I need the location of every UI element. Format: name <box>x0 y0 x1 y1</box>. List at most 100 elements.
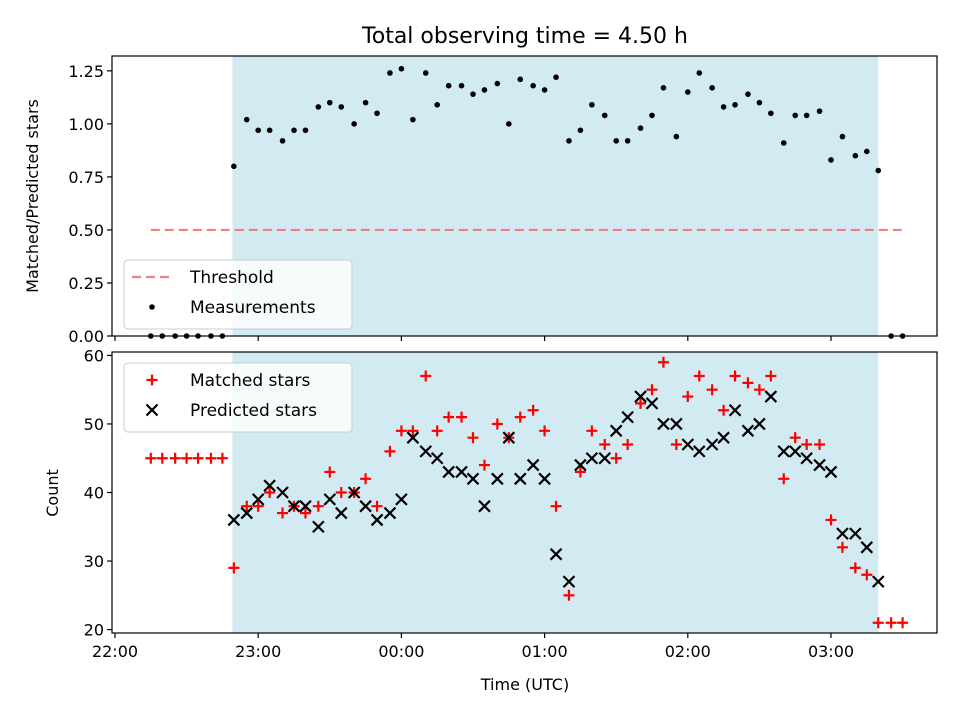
legend-label: Measurements <box>190 298 316 318</box>
data-point <box>792 112 798 119</box>
data-point <box>849 562 861 574</box>
data-point <box>609 424 623 438</box>
data-point <box>860 541 874 554</box>
data-point <box>231 163 237 170</box>
data-point <box>765 370 777 382</box>
data-point <box>266 127 273 134</box>
data-point <box>574 466 586 478</box>
data-point <box>649 112 655 119</box>
data-point <box>706 384 718 396</box>
data-point <box>566 138 572 144</box>
data-point <box>527 404 539 416</box>
data-point <box>768 110 774 117</box>
data-point <box>227 513 241 527</box>
data-point <box>470 91 476 97</box>
data-point <box>431 425 443 437</box>
data-point <box>478 459 490 471</box>
data-point <box>585 451 599 465</box>
chart-title: Total observing time = 4.50 h <box>361 24 688 49</box>
data-point <box>420 370 432 382</box>
x-tick-label: 23:00 <box>235 642 281 661</box>
series-predicted-stars <box>227 390 885 588</box>
data-point <box>673 133 680 140</box>
data-point <box>777 445 791 458</box>
data-point <box>347 486 361 499</box>
data-point <box>589 101 595 108</box>
data-point <box>670 417 683 431</box>
data-point <box>458 82 465 89</box>
data-point <box>192 452 204 464</box>
data-point <box>491 472 504 486</box>
data-point <box>836 527 849 540</box>
data-point <box>302 127 309 134</box>
data-point <box>803 112 810 119</box>
data-point <box>481 87 488 93</box>
data-point <box>526 458 540 472</box>
data-point <box>466 472 480 486</box>
data-point <box>315 104 322 110</box>
data-point <box>502 431 516 444</box>
data-point <box>410 116 416 123</box>
data-point <box>693 370 705 382</box>
data-point <box>406 431 420 444</box>
data-point <box>371 500 383 512</box>
x-tick-label: 01:00 <box>522 642 568 661</box>
data-point <box>692 445 706 458</box>
y-tick-label: 60 <box>84 346 104 365</box>
data-point <box>323 493 337 506</box>
data-point <box>530 82 536 89</box>
data-point <box>467 432 479 444</box>
data-point <box>610 452 622 464</box>
data-point <box>598 451 612 465</box>
data-point <box>871 575 885 588</box>
data-point <box>624 138 631 144</box>
data-point <box>240 506 254 520</box>
data-point <box>255 127 261 134</box>
y-tick-label: 40 <box>84 484 104 503</box>
data-point <box>335 487 347 498</box>
data-point <box>228 562 240 574</box>
data-point <box>362 99 369 106</box>
data-point <box>637 125 644 131</box>
data-point <box>181 452 193 464</box>
y-tick-label: 1.00 <box>68 115 104 134</box>
data-point <box>709 85 715 91</box>
data-point <box>517 76 524 83</box>
data-point <box>145 452 157 464</box>
data-point <box>635 397 647 409</box>
data-point <box>360 473 372 485</box>
data-point <box>445 82 452 89</box>
data-point <box>778 473 790 485</box>
data-point <box>514 411 526 423</box>
data-point <box>814 439 826 451</box>
data-point <box>682 391 694 403</box>
data-point <box>395 425 407 437</box>
legend: Matched stars Predicted stars <box>123 362 353 433</box>
data-point <box>685 89 691 95</box>
bottom-panel: 20 30 40 50 60 22:00 23:00 00:00 01:00 02:00 03:00… <box>84 346 938 661</box>
data-point <box>252 500 264 512</box>
data-point <box>422 70 429 76</box>
data-point <box>897 617 909 629</box>
data-point <box>549 547 563 561</box>
legend-label: Predicted stars <box>190 401 317 421</box>
data-point <box>670 439 682 451</box>
data-point <box>383 506 397 520</box>
data-point <box>764 390 778 403</box>
data-point <box>387 70 393 76</box>
data-point <box>864 148 870 155</box>
data-point <box>434 101 441 108</box>
data-point <box>251 493 265 506</box>
data-point <box>601 112 608 119</box>
data-point <box>861 569 873 581</box>
y-tick-label: 0.75 <box>68 168 104 187</box>
data-point <box>756 99 763 106</box>
legend-label: Threshold <box>189 268 274 288</box>
data-point <box>681 438 695 451</box>
data-point <box>586 425 598 437</box>
data-point <box>852 152 859 159</box>
data-point <box>374 110 380 117</box>
legend-box <box>123 259 353 330</box>
data-point <box>338 104 345 110</box>
data-point <box>789 432 801 444</box>
